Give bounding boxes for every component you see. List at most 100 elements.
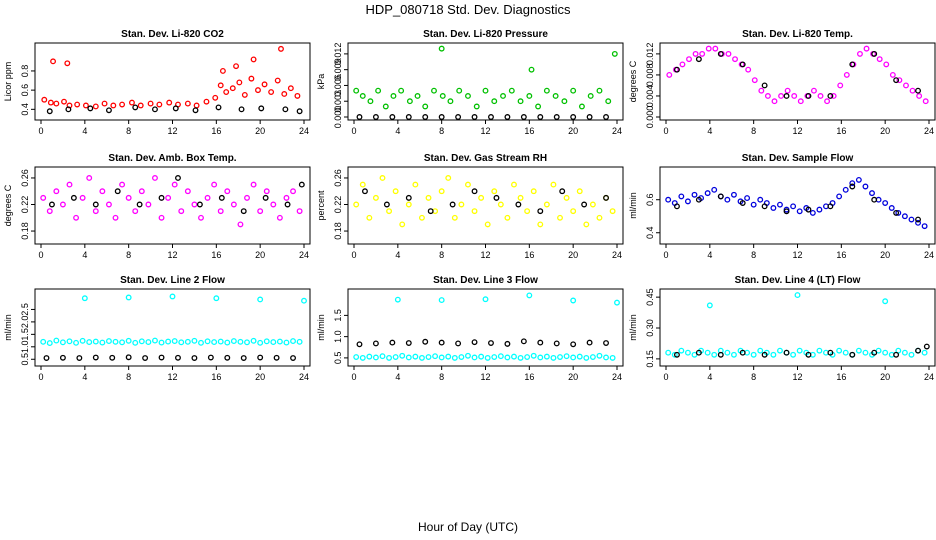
x-tick-label: 16 (836, 126, 846, 136)
x-tick-label: 12 (167, 126, 177, 136)
x-tick-label: 12 (792, 126, 802, 136)
data-point (233, 63, 240, 70)
data-point (827, 203, 834, 210)
x-tick-label: 0 (38, 250, 43, 260)
data-point (570, 354, 577, 361)
x-tick-label: 4 (707, 126, 712, 136)
x-tick-label: 20 (880, 126, 890, 136)
data-point (550, 181, 557, 188)
x-tick-label: 24 (924, 250, 934, 260)
data-point (871, 196, 878, 203)
data-point (244, 339, 250, 346)
data-point (863, 45, 870, 52)
data-point (484, 354, 491, 361)
panel-9: Stan. Dev. Line 4 (LT) Flow ml/min 0.15 0.3… (628, 275, 936, 382)
data-point (224, 354, 231, 361)
series-2 (356, 338, 609, 348)
data-point (465, 181, 471, 188)
data-point (530, 188, 537, 195)
data-point (86, 339, 93, 346)
data-point (217, 338, 224, 345)
data-point (217, 82, 224, 89)
data-point (273, 354, 280, 361)
data-point (862, 349, 869, 356)
panel-title: Stan. Dev. Line 4 (LT) Flow (735, 275, 861, 286)
data-point (537, 221, 544, 228)
data-point (366, 214, 373, 221)
data-point (152, 106, 158, 113)
y-tick-label: 0.006 (333, 74, 343, 97)
data-point (158, 194, 165, 201)
data-point (557, 354, 563, 360)
x-tick-label: 4 (395, 250, 400, 260)
data-point (537, 354, 544, 361)
panel-8: Stan. Dev. Line 3 Flow ml/min 0.5 1.0 1.5 0 4 8… (316, 275, 624, 382)
x-tick-label: 4 (82, 372, 87, 382)
data-point (488, 340, 494, 346)
y-tick-label: 0.45 (645, 288, 655, 306)
data-point (570, 297, 577, 304)
x-tick-label: 16 (211, 372, 221, 382)
data-point (263, 188, 270, 195)
x-tick-label: 8 (751, 126, 756, 136)
y-axis-label: ml/min (3, 314, 13, 341)
y-tick-label: 0.5 (20, 353, 30, 366)
y-tick-label: 0.4 (20, 103, 30, 116)
x-tick-label: 4 (395, 372, 400, 382)
data-point (758, 87, 765, 94)
data-point (824, 98, 831, 105)
data-point (59, 354, 66, 361)
data-point (359, 354, 366, 361)
data-point (165, 194, 172, 201)
x-tick-label: 12 (480, 372, 490, 382)
x-tick-label: 0 (351, 126, 356, 136)
y-tick-label: 0.000 (333, 106, 343, 129)
data-point (893, 351, 900, 358)
data-point (382, 103, 389, 110)
y-tick-label: 0.000 (645, 106, 655, 129)
data-point (229, 85, 236, 92)
series-2 (49, 175, 305, 215)
data-point (473, 103, 480, 110)
x-tick-label: 8 (439, 372, 444, 382)
data-point (491, 98, 498, 105)
data-point (515, 201, 522, 208)
data-point (543, 201, 550, 208)
panel-title: Stan. Dev. Li-820 Pressure (423, 29, 548, 40)
panel-6: Stan. Dev. Sample Flow ml/min 0.4 0.6 0 4 8 12 1… (628, 153, 936, 260)
data-point (263, 338, 270, 345)
data-point (215, 104, 222, 111)
data-point (398, 87, 405, 94)
data-point (783, 208, 790, 215)
x-tick-label: 24 (299, 372, 309, 382)
plot-frame (34, 42, 311, 121)
data-point (386, 208, 393, 215)
data-point (445, 353, 452, 360)
data-point (158, 214, 165, 221)
data-point (290, 338, 296, 345)
data-point (605, 98, 612, 105)
data-point (386, 354, 393, 361)
data-point (730, 191, 737, 198)
y-tick-label: 0.008 (645, 64, 655, 87)
data-point (589, 354, 596, 360)
data-point (405, 114, 412, 120)
data-point (805, 93, 812, 99)
y-tick-label: 0.26 (333, 169, 343, 187)
data-point (290, 355, 296, 361)
data-point (712, 45, 719, 52)
data-point (888, 205, 895, 211)
data-point (399, 352, 406, 359)
y-tick-label: 0.30 (645, 319, 655, 337)
data-point (431, 87, 437, 94)
data-point (73, 214, 80, 221)
data-point (805, 206, 812, 213)
y-tick-label: 1.0 (333, 330, 343, 343)
data-point (458, 201, 465, 208)
data-point (855, 347, 862, 354)
data-point (414, 93, 421, 99)
x-tick-label: 16 (836, 372, 846, 382)
data-point (744, 195, 751, 202)
x-axis-label: Hour of Day (UTC) (418, 520, 518, 534)
